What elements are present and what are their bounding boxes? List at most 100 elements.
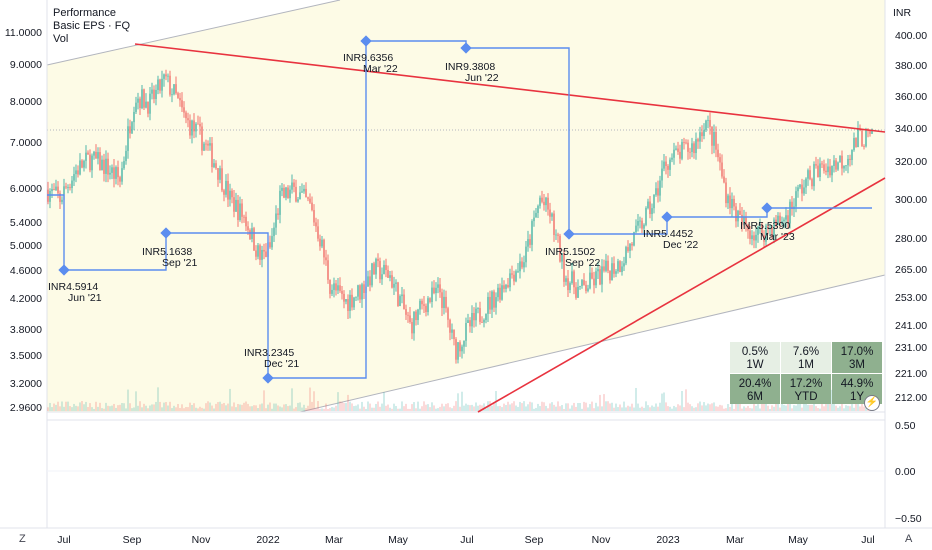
volume-bar — [169, 401, 171, 411]
basic-eps-line[interactable] — [47, 40, 872, 379]
candle-body — [191, 120, 193, 136]
candle-body — [395, 282, 397, 284]
candle-body — [499, 287, 501, 300]
volume-bar — [653, 406, 655, 411]
candle-body — [797, 187, 799, 192]
candle-body — [319, 238, 321, 247]
volume-bar — [541, 401, 543, 411]
candle-body — [239, 203, 241, 220]
candle-body — [257, 245, 259, 257]
performance-period: 1W — [746, 359, 764, 371]
candle-body — [375, 258, 377, 275]
candle-body — [145, 101, 147, 108]
volume-bar — [99, 402, 101, 411]
eps-marker[interactable] — [761, 202, 773, 214]
candle-body — [339, 285, 341, 291]
volume-bar — [459, 406, 461, 411]
volume-bar — [443, 406, 445, 411]
volume-bar — [435, 408, 437, 411]
candle-body — [571, 271, 573, 284]
volume-bar — [851, 401, 853, 411]
candle-body — [247, 226, 249, 231]
eps-marker[interactable] — [563, 228, 575, 240]
volume-bar — [463, 405, 465, 411]
time-axis-tick: Mar — [325, 534, 344, 546]
candle-body — [115, 167, 117, 179]
volume-bar — [593, 408, 595, 411]
legend-volume[interactable]: Vol — [53, 33, 69, 45]
volume-bar — [163, 402, 165, 411]
candle-body — [539, 197, 541, 206]
candle-body — [461, 346, 463, 352]
candle-body — [755, 234, 757, 241]
candle-body — [329, 279, 331, 294]
performance-period: YTD — [794, 390, 818, 403]
support-trendline[interactable] — [477, 177, 886, 413]
volume-bar — [117, 405, 119, 411]
eps-value-label: INR5.1638 — [142, 246, 192, 258]
volume-bar — [345, 402, 347, 411]
candle-body — [811, 179, 813, 187]
volume-bar — [203, 408, 205, 411]
timezone-button[interactable]: Z — [19, 533, 26, 545]
candle-body — [471, 313, 473, 327]
candle-body — [473, 313, 475, 321]
volume-bar — [745, 407, 747, 411]
candle-body — [607, 260, 609, 271]
candle-body — [573, 271, 575, 288]
volume-bar — [417, 401, 419, 411]
volume-bar — [277, 405, 279, 411]
volume-bar — [787, 403, 789, 411]
volume-bar — [125, 408, 127, 411]
volume-bar — [281, 407, 283, 411]
eps-marker[interactable] — [661, 211, 673, 223]
volume-bar — [721, 405, 723, 411]
candle-body — [597, 269, 599, 272]
candle-body — [817, 165, 819, 177]
time-axis-tick: May — [788, 534, 809, 546]
performance-period: 1M — [798, 359, 814, 371]
volume-bar — [257, 408, 259, 411]
resistance-trendline[interactable] — [134, 43, 886, 133]
time-axis-tick: Jul — [861, 534, 874, 546]
eps-marker[interactable] — [262, 372, 274, 384]
lightning-icon[interactable]: ⚡ — [864, 395, 880, 411]
eps-marker[interactable] — [460, 42, 472, 54]
volume-bar — [519, 401, 521, 411]
volume-bar — [569, 408, 571, 411]
candle-body — [601, 266, 603, 285]
eps-marker[interactable] — [160, 227, 172, 239]
eps-marker[interactable] — [360, 35, 372, 47]
candle-body — [739, 210, 741, 215]
eps-period-label: Sep '21 — [162, 257, 197, 269]
volume-bar — [155, 401, 157, 411]
candle-body — [309, 198, 311, 203]
candle-body — [227, 180, 229, 200]
left-axis-tick: 11.0000 — [5, 27, 42, 39]
volume-bar — [363, 406, 365, 411]
volume-bar — [853, 407, 855, 411]
candle-body — [283, 187, 285, 198]
candle-body — [321, 239, 323, 247]
performance-cell: 17.0% 3M — [832, 342, 882, 373]
volume-bar — [315, 408, 317, 411]
candle-body — [699, 132, 701, 142]
volume-bar — [461, 391, 463, 411]
legend-performance[interactable]: Performance — [53, 7, 116, 19]
candle-body — [333, 283, 335, 290]
candle-body — [335, 283, 337, 291]
candle-body — [229, 190, 231, 200]
auto-scale-button[interactable]: A — [905, 533, 913, 545]
candle-body — [753, 235, 755, 241]
eps-period-label: Mar '23 — [760, 231, 795, 243]
volume-bar — [229, 388, 231, 411]
candle-body — [651, 208, 653, 215]
volume-bar — [799, 401, 801, 411]
legend-basic-eps[interactable]: Basic EPS · FQ — [53, 20, 131, 32]
volume-bar — [247, 403, 249, 411]
candle-body — [803, 187, 805, 194]
volume-bar — [471, 404, 473, 411]
volume-bar — [733, 408, 735, 411]
candle-body — [549, 209, 551, 217]
